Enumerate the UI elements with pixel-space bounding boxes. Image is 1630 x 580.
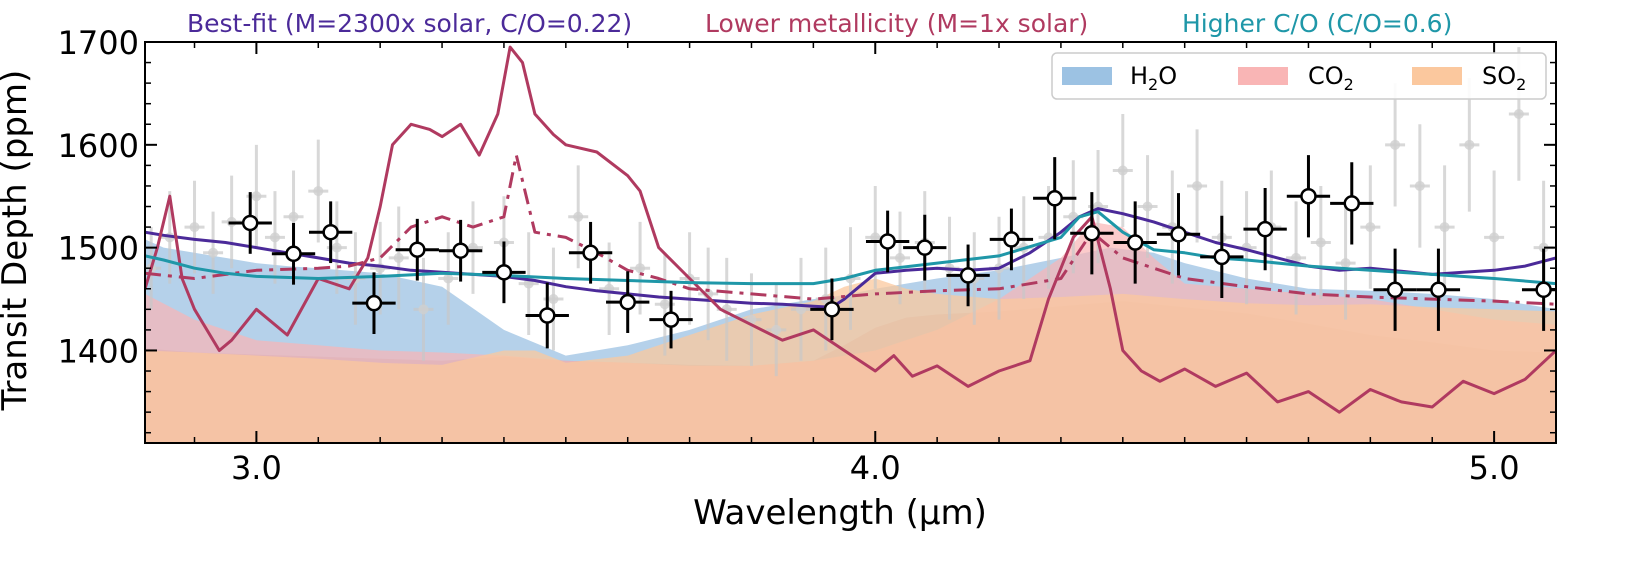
- legend-label-co2: CO2: [1308, 62, 1354, 94]
- data-point: [322, 223, 339, 241]
- data-point: [823, 301, 841, 318]
- model-lines: [145, 45, 1556, 414]
- faint-point: [208, 247, 219, 258]
- faint-point: [1439, 222, 1450, 233]
- data-point: [582, 244, 599, 262]
- axis-ticks: 3.0 4.0 5.0 1400 1500 1600 1700: [58, 24, 1557, 487]
- model-label-best-fit: Best-fit (M=2300x solar, C/O=0.22): [187, 9, 632, 38]
- faint-point: [1414, 180, 1425, 191]
- faint-point: [443, 273, 454, 284]
- legend-swatch-h2o: [1062, 67, 1112, 85]
- y-tick-label: 1700: [58, 24, 139, 62]
- data-point: [409, 241, 426, 258]
- faint-point: [418, 304, 429, 315]
- faint-point: [1340, 258, 1351, 269]
- data-point: [1256, 220, 1274, 238]
- data-point: [916, 239, 934, 256]
- binned-data-points: [228, 155, 1556, 349]
- faint-point: [1192, 180, 1203, 191]
- data-point: [241, 214, 259, 232]
- legend-label-so2: SO2: [1482, 62, 1526, 94]
- faint-point: [635, 263, 646, 274]
- faint-point: [1117, 165, 1128, 176]
- y-axis-title: Transit Depth (ppm): [0, 70, 35, 412]
- faint-point: [189, 222, 200, 233]
- faint-point: [313, 186, 324, 197]
- faint-point: [659, 299, 670, 310]
- faint-point: [393, 252, 404, 263]
- faint-point: [548, 294, 559, 305]
- data-point: [1343, 195, 1361, 212]
- faint-point: [870, 232, 881, 243]
- faint-point: [1538, 242, 1549, 253]
- legend-swatch-so2: [1412, 67, 1462, 85]
- data-point: [1083, 224, 1101, 242]
- series-line-3: [145, 210, 1556, 286]
- legend-box: [1051, 52, 1547, 100]
- faint-point: [251, 191, 262, 202]
- y-tick-label: 1500: [58, 230, 139, 268]
- data-point: [285, 245, 302, 263]
- faint-point: [1365, 222, 1376, 233]
- data-point: [619, 293, 636, 311]
- y-tick-label: 1400: [58, 332, 139, 370]
- faint-point: [1142, 201, 1153, 212]
- x-axis-title: Wavelength (μm): [693, 493, 987, 533]
- series-line-1: [145, 45, 1556, 414]
- molecule-bands: [145, 221, 1556, 443]
- band-so2: [145, 278, 1556, 443]
- faint-point: [1315, 237, 1326, 248]
- data-point: [365, 294, 383, 312]
- x-tick-label: 3.0: [231, 449, 282, 487]
- faint-point: [771, 324, 782, 335]
- data-point: [1386, 281, 1404, 299]
- data-point: [1430, 281, 1447, 299]
- faint-point: [288, 211, 299, 222]
- data-point: [662, 311, 680, 328]
- data-point: [879, 233, 896, 250]
- faint-point: [1513, 108, 1524, 119]
- data-point: [1126, 234, 1144, 251]
- faint-point: [1464, 139, 1475, 150]
- data-point: [1046, 190, 1063, 207]
- model-label-lower-metallicity: Lower metallicity (M=1x solar): [705, 9, 1088, 38]
- faint-point: [1390, 139, 1401, 150]
- data-point: [1213, 248, 1231, 266]
- faint-point: [895, 252, 906, 263]
- faint-point: [1489, 232, 1500, 243]
- legend-label-h2o: H2O: [1130, 62, 1177, 94]
- data-point: [959, 267, 977, 284]
- data-point: [1003, 231, 1020, 248]
- data-point: [1300, 187, 1317, 205]
- model-label-higher-co: Higher C/O (C/O=0.6): [1182, 9, 1452, 38]
- faint-point: [331, 242, 342, 253]
- faint-point: [269, 232, 280, 243]
- faint-point: [573, 211, 584, 222]
- x-tick-label: 4.0: [850, 449, 901, 487]
- data-point: [1170, 226, 1187, 243]
- data-point: [1535, 281, 1552, 299]
- data-point: [495, 264, 513, 281]
- x-tick-label: 5.0: [1469, 449, 1520, 487]
- data-point: [452, 242, 469, 259]
- plot-frame: [144, 41, 1557, 444]
- y-tick-label: 1600: [58, 127, 139, 165]
- legend: H2O CO2 SO2: [1051, 52, 1547, 100]
- series-line-2: [145, 153, 1556, 306]
- faint-point: [1291, 252, 1302, 263]
- legend-swatch-co2: [1238, 67, 1288, 85]
- data-point: [539, 307, 556, 324]
